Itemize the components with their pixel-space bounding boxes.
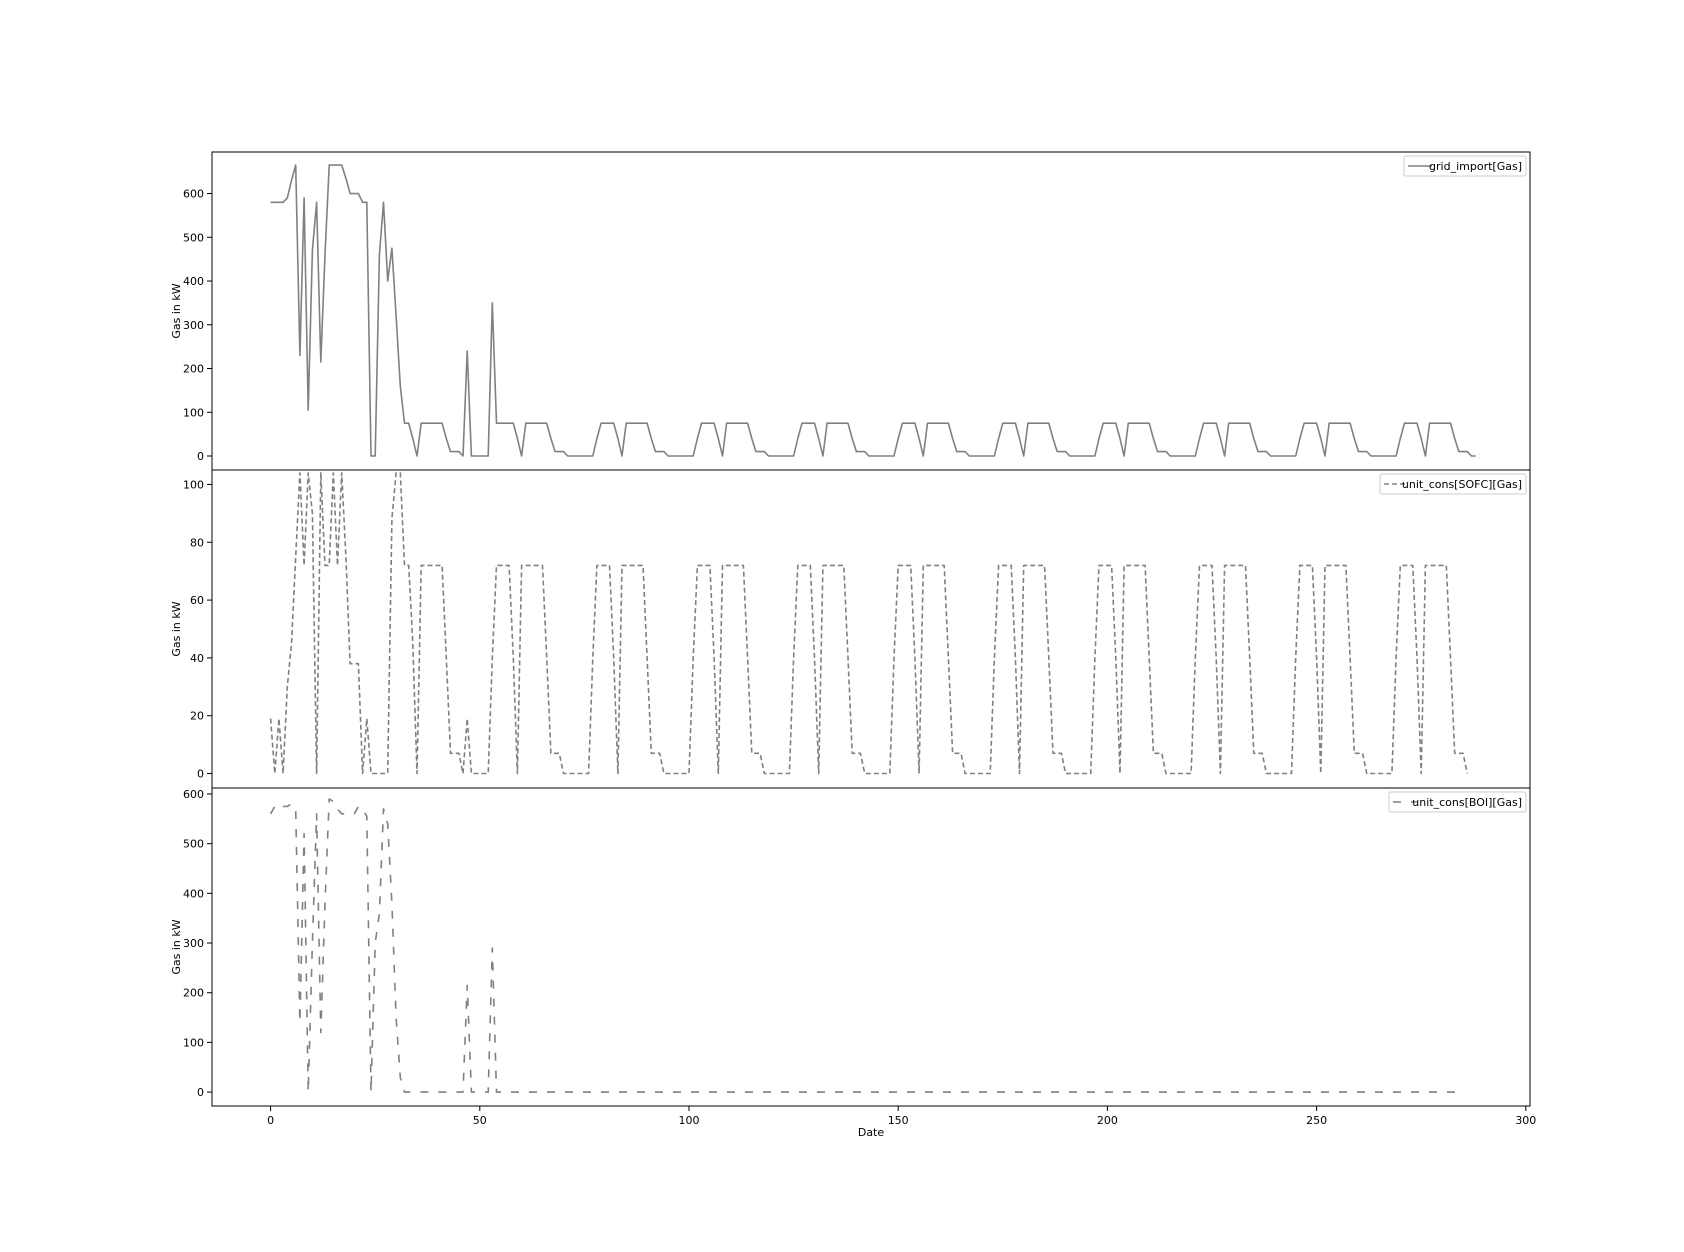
series-line-middle (269, 472, 1468, 775)
axes-frame-bottom (211, 787, 1531, 1107)
y-ticks-bottom: 0 100 200 300 400 500 600 (183, 788, 212, 1099)
legend-box-bottom (1388, 791, 1527, 813)
y-tick-label: 60 (190, 594, 204, 607)
y-tick-label: 200 (183, 363, 204, 376)
legend-label-boi: unit_cons[BOI][Gas] (1412, 796, 1522, 809)
x-tick-label: 150 (888, 1114, 909, 1127)
x-tick-label: 250 (1306, 1114, 1327, 1127)
legend-box-top (1403, 155, 1527, 177)
y-tick-label: 400 (183, 887, 204, 900)
y-tick-label: 400 (183, 275, 204, 288)
legend-top: grid_import[Gas] (1403, 155, 1527, 177)
x-tick-label: 100 (678, 1114, 699, 1127)
y-tick-label: 200 (183, 987, 204, 1000)
y-axis-label-top: Gas in kW (170, 283, 183, 338)
y-tick-label: 20 (190, 710, 204, 723)
plot-area-bottom (269, 798, 1464, 1093)
x-tick-label: 50 (473, 1114, 487, 1127)
y-tick-label: 300 (183, 937, 204, 950)
y-tick-label: 0 (197, 450, 204, 463)
x-tick-label: 0 (267, 1114, 274, 1127)
y-tick-label: 600 (183, 788, 204, 801)
x-tick-label: 300 (1515, 1114, 1536, 1127)
y-tick-label: 600 (183, 188, 204, 201)
y-tick-label: 0 (197, 1086, 204, 1099)
x-axis-label: Date (858, 1126, 885, 1139)
y-axis-label-bottom: Gas in kW (170, 919, 183, 974)
y-axis-label-middle: Gas in kW (170, 601, 183, 656)
legend-middle: unit_cons[SOFC][Gas] (1379, 473, 1527, 495)
legend-bottom: unit_cons[BOI][Gas] (1388, 791, 1527, 813)
plot-area-top (270, 164, 1476, 457)
y-tick-label: 500 (183, 231, 204, 244)
series-line-top (270, 164, 1476, 457)
y-tick-label: 100 (183, 406, 204, 419)
y-tick-label: 500 (183, 838, 204, 851)
legend-label-sofc: unit_cons[SOFC][Gas] (1402, 478, 1522, 491)
panel-boi: 0 100 200 300 400 500 600 Gas in kW unit_cons[… (170, 787, 1531, 1107)
y-tick-label: 300 (183, 319, 204, 332)
y-ticks-top: 0 100 200 300 400 500 600 (183, 188, 212, 463)
y-tick-label: 100 (183, 478, 204, 491)
y-tick-label: 100 (183, 1036, 204, 1049)
legend-box-middle (1379, 473, 1527, 495)
legend-label-grid-import: grid_import[Gas] (1429, 160, 1522, 173)
x-tick-label: 200 (1097, 1114, 1118, 1127)
y-tick-label: 0 (197, 768, 204, 781)
y-tick-label: 40 (190, 652, 204, 665)
panel-sofc: 0 20 40 60 80 100 Gas in kW unit_cons[SOFC][G… (170, 469, 1531, 789)
y-ticks-middle: 0 20 40 60 80 100 (183, 478, 212, 781)
series-line-bottom (269, 798, 1464, 1093)
x-ticks: 0 50 100 150 200 250 300 (267, 1106, 1536, 1127)
y-tick-label: 80 (190, 536, 204, 549)
plot-area-middle (269, 472, 1468, 775)
